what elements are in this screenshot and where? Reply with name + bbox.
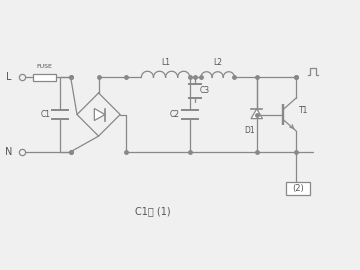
Text: D1: D1	[244, 126, 255, 135]
Text: L1: L1	[161, 58, 170, 67]
Text: N: N	[5, 147, 12, 157]
Text: C3: C3	[200, 86, 210, 95]
Text: C1: C1	[41, 110, 51, 119]
Polygon shape	[94, 109, 105, 120]
Text: C2: C2	[169, 110, 179, 119]
Bar	[285, 183, 310, 195]
Text: FUSE: FUSE	[37, 64, 53, 69]
Polygon shape	[251, 109, 262, 119]
Bar	[33, 74, 56, 81]
Text: (2): (2)	[292, 184, 303, 194]
Text: T1: T1	[299, 106, 308, 115]
Text: L2: L2	[213, 58, 222, 67]
Text: C1： (1): C1： (1)	[135, 206, 170, 216]
Text: L: L	[6, 72, 12, 82]
